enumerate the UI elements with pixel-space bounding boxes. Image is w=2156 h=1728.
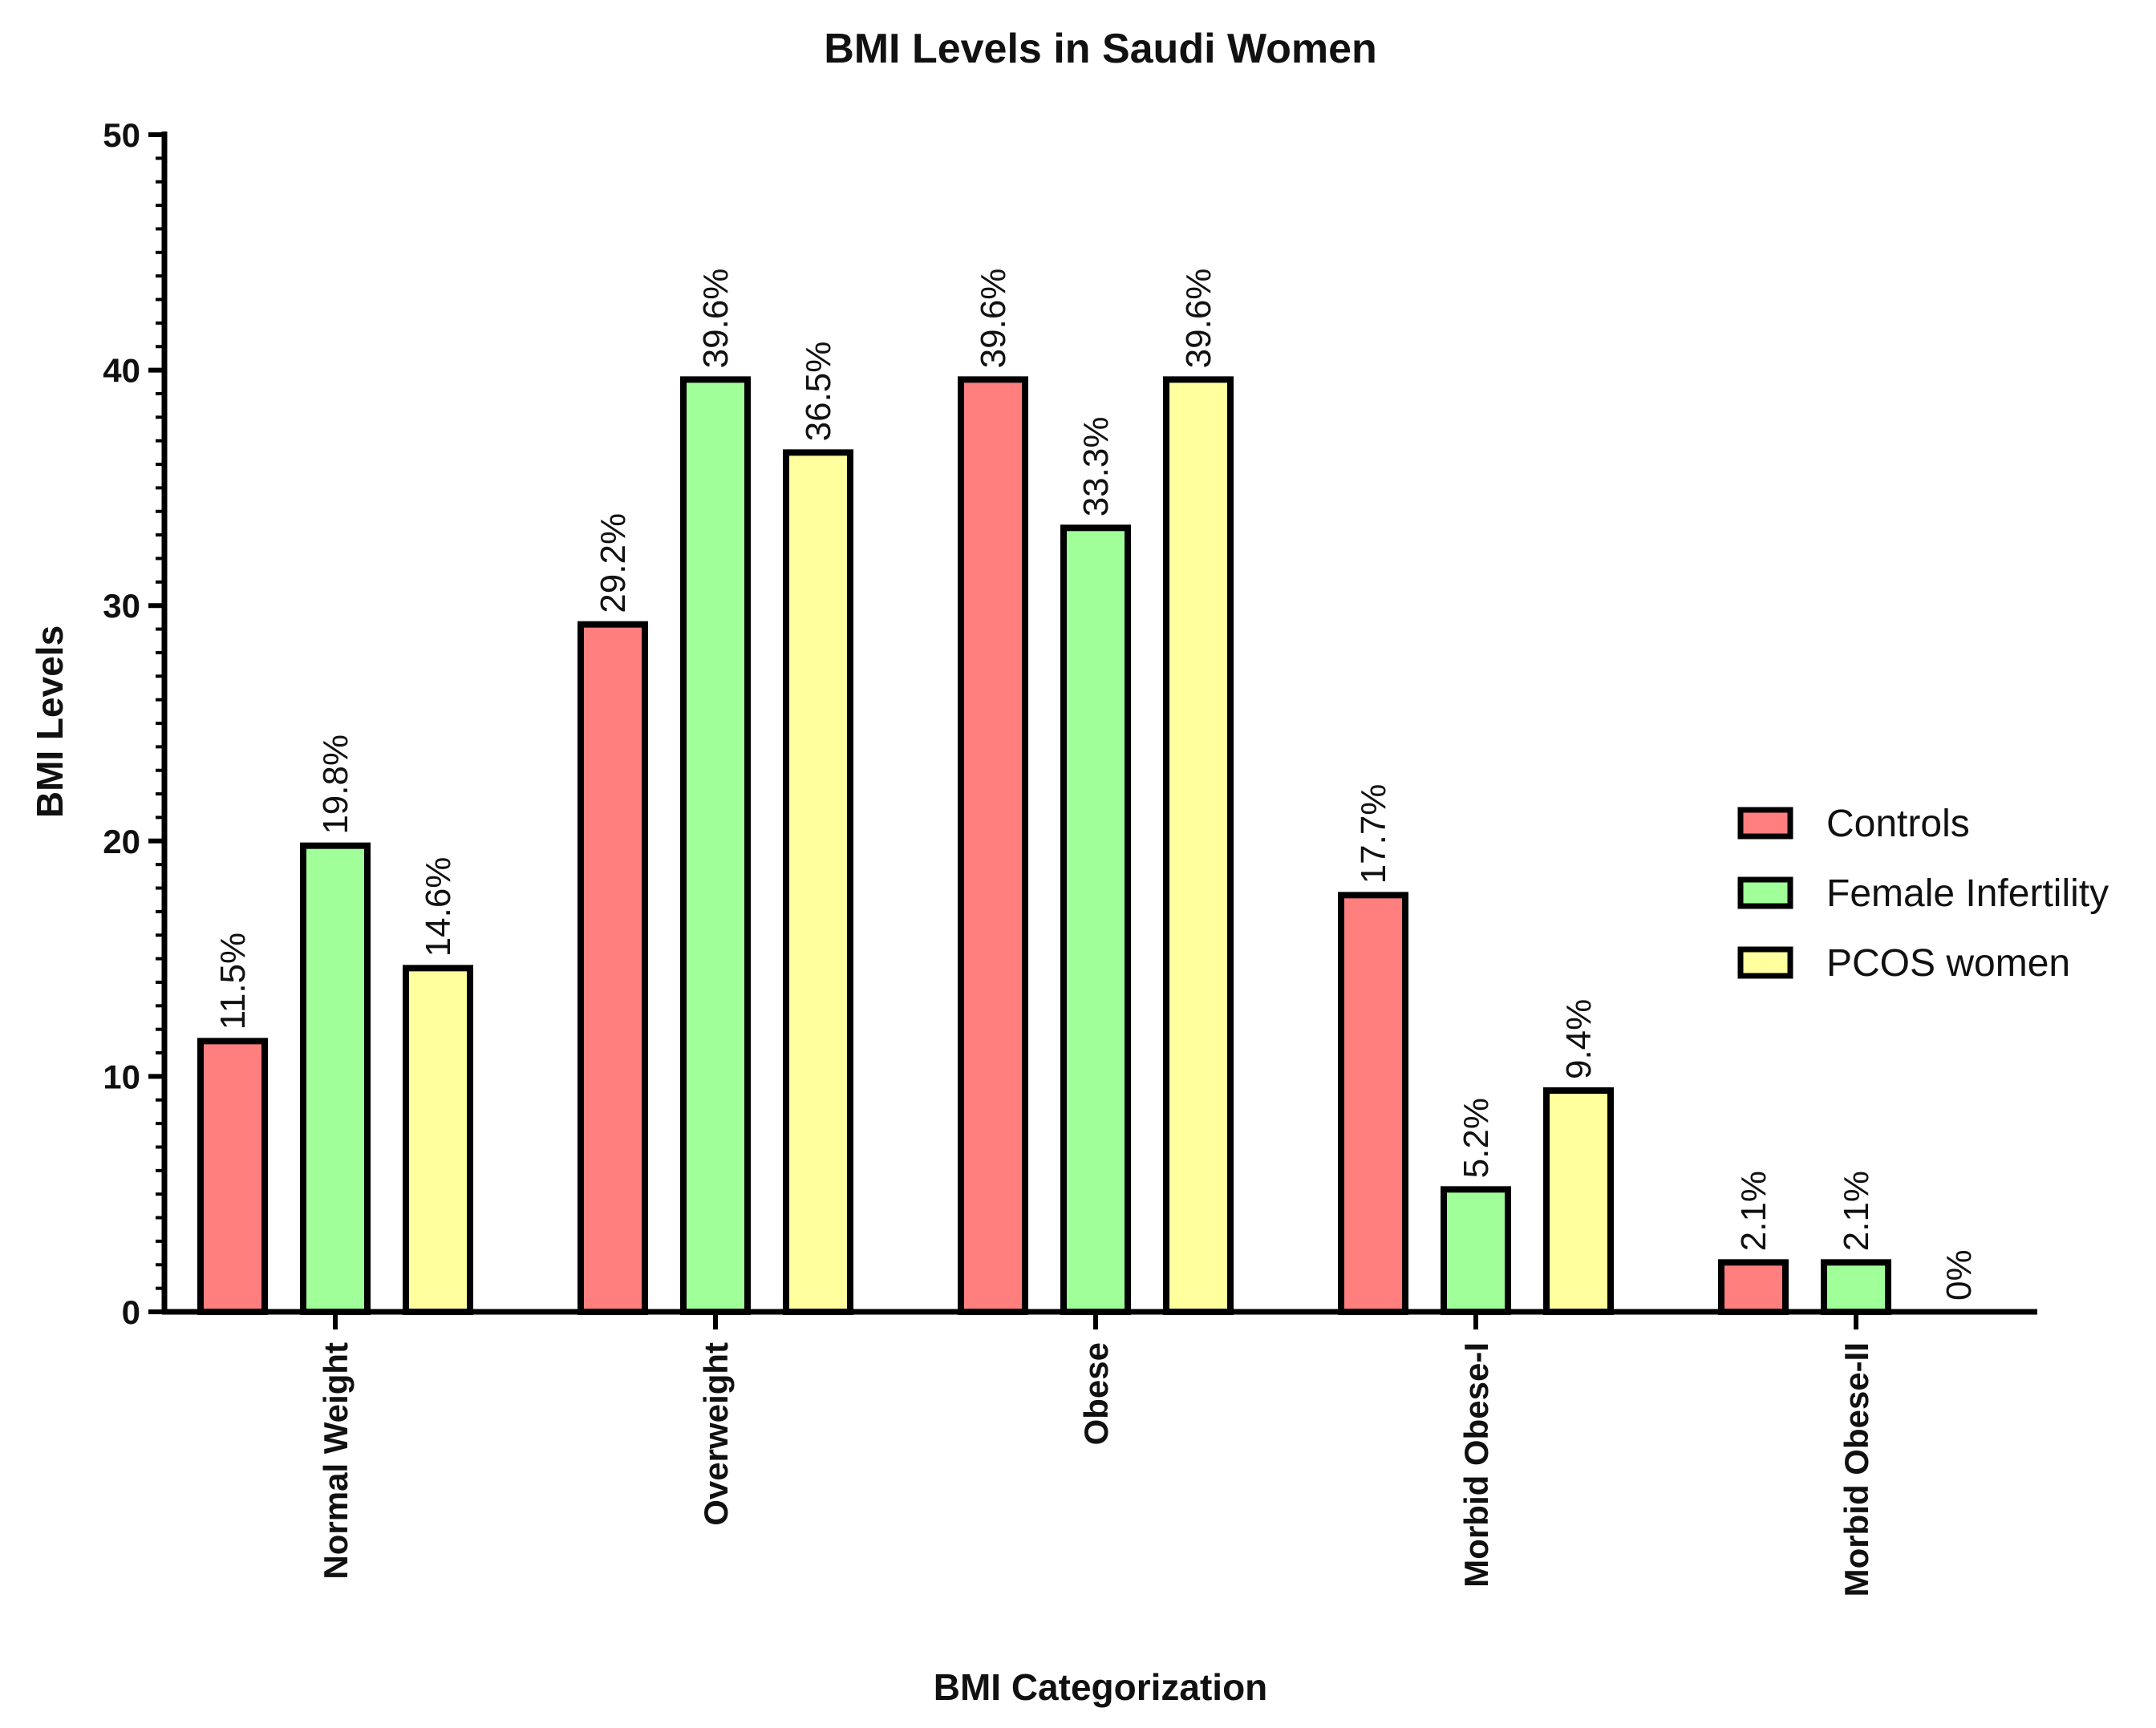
legend-label: Female Infertility	[1826, 872, 2109, 915]
y-tick-label: 10	[103, 1058, 140, 1095]
legend-label: Controls	[1826, 803, 1970, 845]
y-tick-label: 20	[103, 823, 140, 860]
y-tick-label: 50	[103, 116, 140, 154]
chart-title: BMI Levels in Saudi Women	[824, 26, 1377, 72]
bar	[1441, 1186, 1511, 1315]
data-label: 2.1%	[1734, 1171, 1773, 1251]
x-axis: Normal Weight Overweight Obese Morbid Obese…	[162, 1309, 2037, 1596]
legend-label: PCOS women	[1826, 942, 2070, 985]
bar	[680, 376, 751, 1315]
bar	[578, 621, 648, 1315]
y-axis: 0 10 20 30 40 50	[103, 116, 168, 1331]
y-axis-title: BMI Levels	[29, 625, 71, 818]
x-tick-label: Obese	[1077, 1342, 1115, 1445]
bar	[1163, 376, 1234, 1315]
legend-swatch	[1737, 946, 1793, 979]
bar	[958, 376, 1028, 1315]
bar	[300, 842, 371, 1315]
y-tick-label: 40	[103, 352, 140, 390]
legend: Controls Female Infertility PCOS women	[1737, 803, 2109, 985]
bar	[783, 449, 853, 1315]
data-label: 39.6%	[974, 269, 1013, 369]
bar	[1718, 1259, 1789, 1315]
x-tick-label: Morbid Obese-II	[1838, 1342, 1875, 1596]
x-tick-label: Morbid Obese-I	[1457, 1342, 1495, 1588]
bar	[1338, 892, 1408, 1315]
x-tick-label: Normal Weight	[317, 1342, 355, 1580]
data-label: 0%	[1939, 1249, 1979, 1301]
bar	[403, 965, 473, 1315]
bars	[197, 376, 1891, 1315]
data-label: 19.8%	[316, 735, 355, 835]
data-label: 5.2%	[1457, 1098, 1496, 1178]
bar	[1060, 524, 1131, 1315]
data-label: 29.2%	[594, 513, 633, 613]
data-label: 2.1%	[1837, 1171, 1876, 1251]
legend-swatch	[1737, 876, 1793, 909]
data-label: 39.6%	[1179, 269, 1218, 369]
data-label: 39.6%	[696, 269, 736, 369]
x-axis-title: BMI Categorization	[934, 1666, 1268, 1708]
bar	[1821, 1259, 1891, 1315]
bar	[1543, 1087, 1614, 1315]
legend-swatch	[1737, 807, 1793, 840]
data-label: 36.5%	[799, 342, 838, 442]
data-label: 33.3%	[1076, 417, 1116, 517]
data-label: 11.5%	[213, 933, 253, 1030]
y-tick-label: 30	[103, 587, 140, 625]
data-label: 17.7%	[1354, 784, 1393, 884]
data-label: 14.6%	[419, 857, 458, 957]
data-label: 9.4%	[1559, 999, 1599, 1079]
bar	[197, 1038, 268, 1315]
y-tick-label: 0	[122, 1293, 140, 1331]
data-labels: 11.5% 19.8% 14.6% 29.2% 39.6% 36.5% 39.6% 33.3%…	[213, 269, 1979, 1301]
x-tick-label: Overweight	[697, 1342, 735, 1526]
